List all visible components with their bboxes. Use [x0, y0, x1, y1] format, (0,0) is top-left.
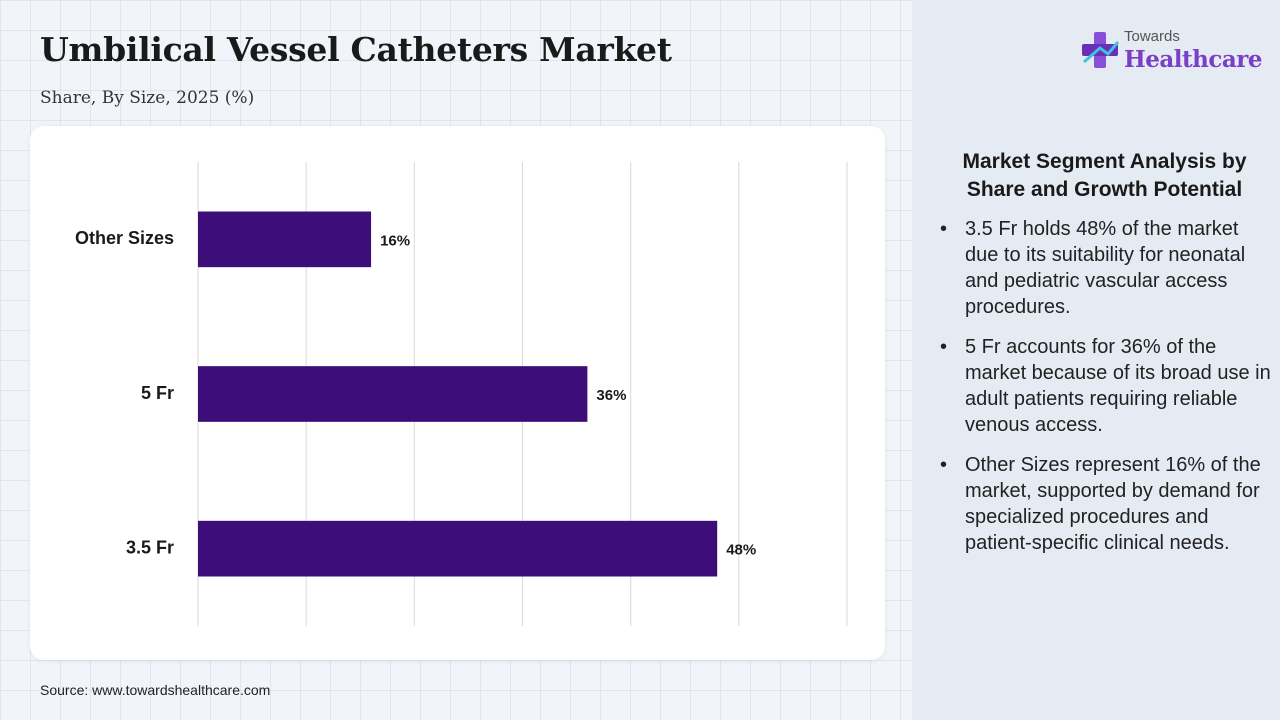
panel-title: Market Segment Analysis by Share and Gro…	[962, 150, 1247, 201]
data-label: 36%	[596, 387, 626, 404]
bullet-item: Other Sizes represent 16% of the market,…	[932, 452, 1272, 556]
chart-card: Other Sizes 16% 5 Fr 36% 3.5 Fr 48%	[30, 126, 885, 660]
category-label: 5 Fr	[141, 383, 174, 403]
bullet-item: 3.5 Fr holds 48% of the market due to it…	[932, 216, 1272, 320]
bar-chart: Other Sizes 16% 5 Fr 36% 3.5 Fr 48%	[75, 162, 848, 626]
bullet-list: 3.5 Fr holds 48% of the market due to it…	[932, 216, 1272, 570]
data-label: 16%	[380, 232, 410, 249]
logo-text-towards: Towards	[1124, 28, 1180, 45]
page-title: Umbilical Vessel Catheters Market	[40, 30, 672, 69]
data-label: 48%	[726, 542, 756, 559]
source-note: Source: www.towardshealthcare.com	[40, 682, 271, 698]
logo-text-healthcare: Healthcare	[1124, 46, 1263, 73]
medical-cross-icon	[1082, 32, 1120, 68]
towards-healthcare-logo: Towards Healthcare	[1080, 28, 1263, 78]
category-label: 3.5 Fr	[126, 537, 174, 557]
bar	[198, 211, 372, 268]
category-label: Other Sizes	[75, 228, 174, 248]
bullet-item: 5 Fr accounts for 36% of the market beca…	[932, 334, 1272, 438]
bar	[198, 366, 588, 422]
chart-subtitle: Share, By Size, 2025 (%)	[40, 88, 255, 108]
bar	[198, 520, 718, 577]
analysis-panel: Towards Healthcare Market Segment Analys…	[912, 0, 1280, 720]
